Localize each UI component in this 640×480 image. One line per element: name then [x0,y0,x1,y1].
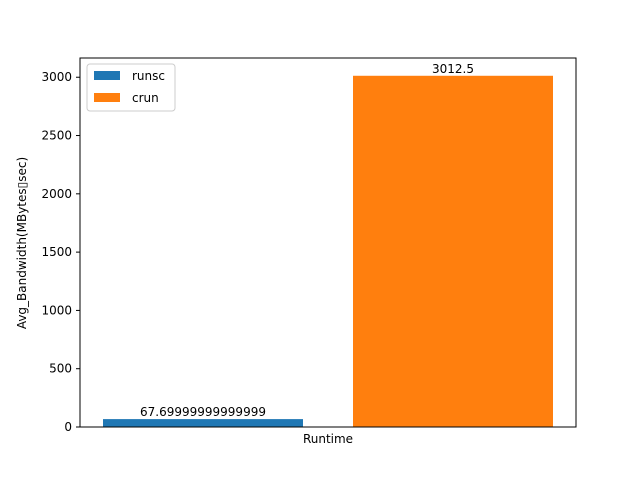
y-tick-label: 0 [64,420,72,434]
y-tick-label: 1000 [41,303,72,317]
plot-frame [79,57,577,428]
bar-runsc [103,419,303,427]
data-label-runsc: 67.69999999999999 [140,405,266,419]
y-axis-ticks: 0 500 1000 1500 2000 2500 3000 [41,70,80,434]
y-axis-label: Avg_Bandwidth(MBytes▯sec) [15,157,29,329]
legend-swatch-runsc [94,71,120,80]
legend-swatch-crun [94,93,120,102]
y-tick-label: 500 [49,362,72,376]
legend-label-runsc: runsc [132,69,165,83]
x-axis-label: Runtime [303,432,353,446]
bar-labels-group: 67.69999999999999 3012.5 [140,62,474,419]
y-tick-label: 2000 [41,187,72,201]
bars-group [103,75,553,428]
legend: runsc crun [86,63,176,112]
y-tick-label: 2500 [41,129,72,143]
data-label-crun: 3012.5 [432,62,474,76]
y-tick-label: 3000 [41,70,72,84]
bar-crun [353,75,553,428]
legend-label-crun: crun [132,91,159,105]
y-tick-label: 1500 [41,245,72,259]
